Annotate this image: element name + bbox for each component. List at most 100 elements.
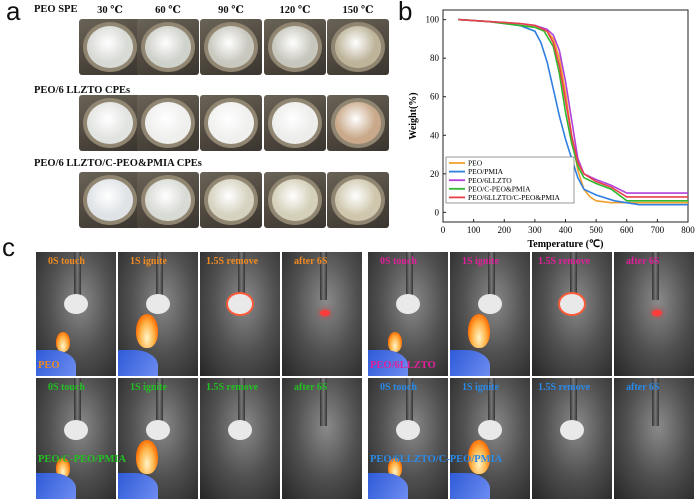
petri-dish-photo [200,172,262,228]
tweezer [320,378,327,426]
combustion-photo: 0S touch [368,378,448,499]
ember-glow [320,310,330,316]
electrolyte-sample [396,294,420,314]
gloved-hand [36,350,76,376]
panel-b-letter: b [398,0,413,26]
gloved-hand [368,350,408,376]
tweezer [488,378,495,426]
photo-time-caption: after 6S [294,256,328,267]
panel-a-letter: a [6,0,21,26]
electrolyte-film [335,26,381,68]
electrolyte-film [335,179,381,221]
x-tick-label: 800 [681,225,695,235]
petri-dish-photo [79,19,141,75]
lighter-flame [468,314,490,348]
row-label-peo-spe: PEO SPE [34,4,78,15]
combustion-photo: after 6S [614,378,694,499]
tweezer [320,252,327,300]
photo-time-caption: 1.5S remove [538,256,591,267]
tweezer [74,378,81,426]
electrolyte-sample [396,420,420,440]
tweezer [156,252,163,300]
electrolyte-sample [560,420,584,440]
tweezer [570,252,577,300]
combustion-photo: after 6S [282,252,362,376]
photo-time-caption: 1S ignite [462,256,499,267]
sample-group-label: PEO/6LLZTO [370,360,436,371]
combustion-photo: 1.5S remove [532,252,612,376]
combustion-photo: 1S ignite [450,252,530,376]
combustion-photo: after 6S [282,378,362,499]
gloved-hand [36,473,76,499]
petri-dish-photo [137,19,199,75]
row-label-peo-llzto-cpeo-pmia: PEO/6 LLZTO/C-PEO&PMIA CPEs [34,158,202,169]
petri-dish-photo [264,172,326,228]
combustion-photo: 1.5S remove [200,378,280,499]
y-tick-label: 20 [430,169,440,179]
tweezer [652,378,659,426]
gloved-hand [368,473,408,499]
photo-time-caption: 0S touch [380,256,417,267]
electrolyte-film [272,26,318,68]
photo-time-caption: 1S ignite [130,256,167,267]
tweezer [652,252,659,300]
gloved-hand [450,473,490,499]
x-tick-label: 200 [498,225,512,235]
sample-group-label: PEO/C-PEO/PMIA [38,454,127,465]
photo-time-caption: 1.5S remove [206,256,259,267]
y-axis-title: Weight(%) [408,92,419,139]
lighter-flame [136,440,158,474]
combustion-photo: 1S ignite [118,378,198,499]
temp-label-60: 60 ℃ [155,5,181,16]
temp-label-30: 30 ℃ [97,5,123,16]
electrolyte-film [272,102,318,144]
electrolyte-sample [64,420,88,440]
temp-label-150: 150 ℃ [342,5,374,16]
electrolyte-sample [228,420,252,440]
electrolyte-sample [64,294,88,314]
x-axis-title: Temperature (℃) [528,239,604,250]
photo-time-caption: 0S touch [48,382,85,393]
tweezer [156,378,163,426]
y-tick-label: 0 [435,207,440,217]
photo-time-caption: 0S touch [380,382,417,393]
lighter-flame [56,332,70,352]
legend-box [445,156,575,204]
combustion-photo: 1S ignite [118,252,198,376]
y-tick-label: 60 [430,92,440,102]
y-tick-label: 100 [426,15,440,25]
x-tick-label: 600 [620,225,634,235]
photo-time-caption: after 6S [626,256,660,267]
x-tick-label: 700 [651,225,665,235]
petri-dish-photo [264,95,326,151]
electrolyte-sample [478,420,502,440]
tweezer [570,378,577,426]
sample-group-label: PEO/6LLZTO/C-PEO/PMIA [370,454,503,465]
legend-label: PEO [468,159,483,168]
electrolyte-film [87,179,133,221]
tga-chart: 0 100 200 300 400 500 600 700 800 0 20 40 60 80 100 Tem… [408,9,695,250]
tweezer [406,378,413,426]
combustion-photo: 0S touch [36,378,116,499]
electrolyte-film [208,179,254,221]
combustion-photo: 1.5S remove [200,252,280,376]
electrolyte-sample [146,420,170,440]
tweezer [238,252,245,300]
electrolyte-sample [560,294,584,314]
photo-time-caption: 1.5S remove [538,382,591,393]
combustion-photo: after 6S [614,252,694,376]
combustion-photo: 0S touch [368,252,448,376]
tweezer [74,252,81,300]
legend-label: PEO/6LLZTO/C-PEO&PMIA [468,193,561,202]
electrolyte-sample [228,294,252,314]
photo-time-caption: 1.5S remove [206,382,259,393]
temp-label-120: 120 ℃ [279,5,311,16]
tweezer [488,252,495,300]
legend-label: PEO/PMIA [468,167,504,176]
petri-dish-photo [137,172,199,228]
electrolyte-sample [146,294,170,314]
petri-dish-photo [264,19,326,75]
x-tick-label: 100 [467,225,481,235]
ember-glow [652,310,662,316]
